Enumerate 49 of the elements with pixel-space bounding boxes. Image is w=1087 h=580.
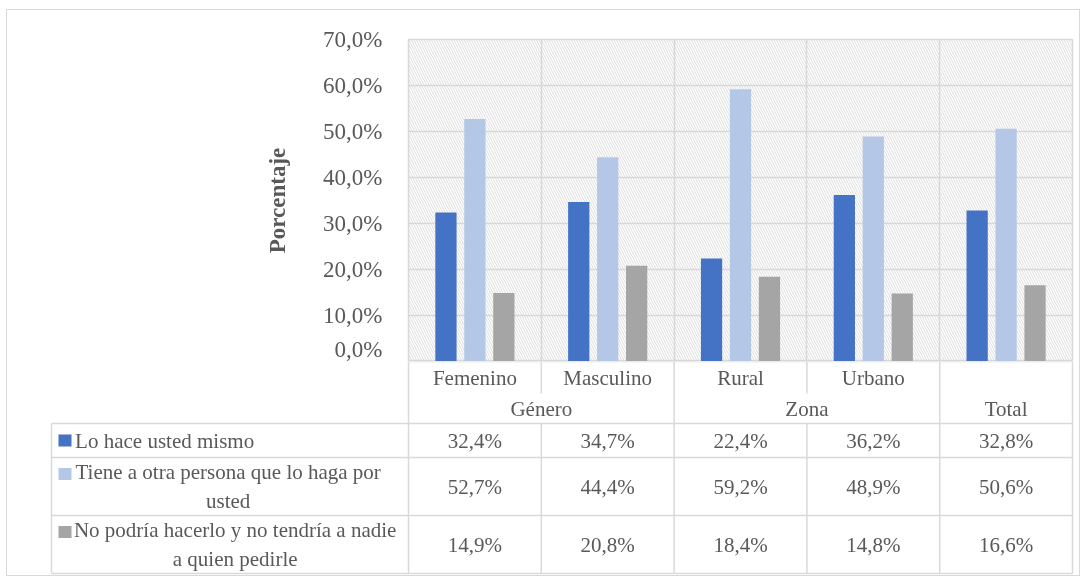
bar bbox=[493, 292, 515, 361]
data-label: 44,4% bbox=[580, 474, 635, 499]
data-label: 18,4% bbox=[713, 532, 768, 557]
x-tick-label: Rural bbox=[717, 366, 764, 390]
data-label: 32,8% bbox=[978, 428, 1034, 453]
data-label: 20,8% bbox=[580, 532, 635, 557]
legend-label: Lo hace usted mismo bbox=[75, 428, 255, 453]
bar bbox=[862, 136, 884, 361]
text: Género bbox=[510, 397, 573, 421]
data-label: 50,6% bbox=[978, 474, 1034, 499]
bar bbox=[700, 258, 723, 361]
x-tick-label: Urbano bbox=[841, 366, 905, 390]
text: Total bbox=[984, 397, 1028, 421]
x-tick-label: Masculino bbox=[563, 366, 653, 390]
data-label: 59,2% bbox=[713, 474, 768, 499]
data-label: 22,4% bbox=[713, 428, 768, 453]
bar bbox=[1024, 285, 1046, 361]
bar bbox=[758, 276, 781, 361]
bar bbox=[568, 201, 590, 361]
data-label: 36,2% bbox=[846, 428, 901, 453]
y-tick-label: 50,0% bbox=[323, 119, 383, 144]
bar bbox=[891, 293, 913, 361]
y-tick-label: 10,0% bbox=[323, 303, 383, 328]
text: Zona bbox=[785, 397, 830, 421]
data-label: 48,9% bbox=[846, 474, 901, 499]
x-tick-label: Femenino bbox=[432, 366, 517, 390]
bar bbox=[729, 89, 752, 361]
bar bbox=[966, 210, 988, 361]
y-axis-title: Porcentaje bbox=[265, 147, 291, 254]
legend-label: No podría hacerlo y no tendría a nadie a quien pedirle bbox=[73, 518, 397, 571]
data-label: 16,6% bbox=[978, 532, 1034, 557]
bar bbox=[995, 128, 1017, 361]
y-tick-label: 70,0% bbox=[323, 27, 383, 52]
data-label: 14,8% bbox=[846, 532, 901, 557]
legend-label: Tiene a otra persona que lo haga por usted bbox=[75, 460, 381, 513]
data-label: 14,9% bbox=[447, 532, 503, 557]
y-tick-label: 0,0% bbox=[334, 336, 383, 362]
data-label: 52,7% bbox=[447, 474, 503, 499]
bar bbox=[464, 119, 486, 361]
bar bbox=[597, 157, 619, 361]
data-label: 32,4% bbox=[447, 428, 503, 453]
y-tick-label: 60,0% bbox=[323, 73, 383, 98]
y-tick-label: 30,0% bbox=[323, 211, 383, 236]
y-tick-label: 40,0% bbox=[323, 165, 383, 190]
data-label: 34,7% bbox=[580, 428, 635, 453]
bar bbox=[435, 212, 457, 361]
y-tick-label: 20,0% bbox=[323, 257, 383, 282]
bar bbox=[626, 265, 648, 361]
bar bbox=[833, 194, 855, 361]
